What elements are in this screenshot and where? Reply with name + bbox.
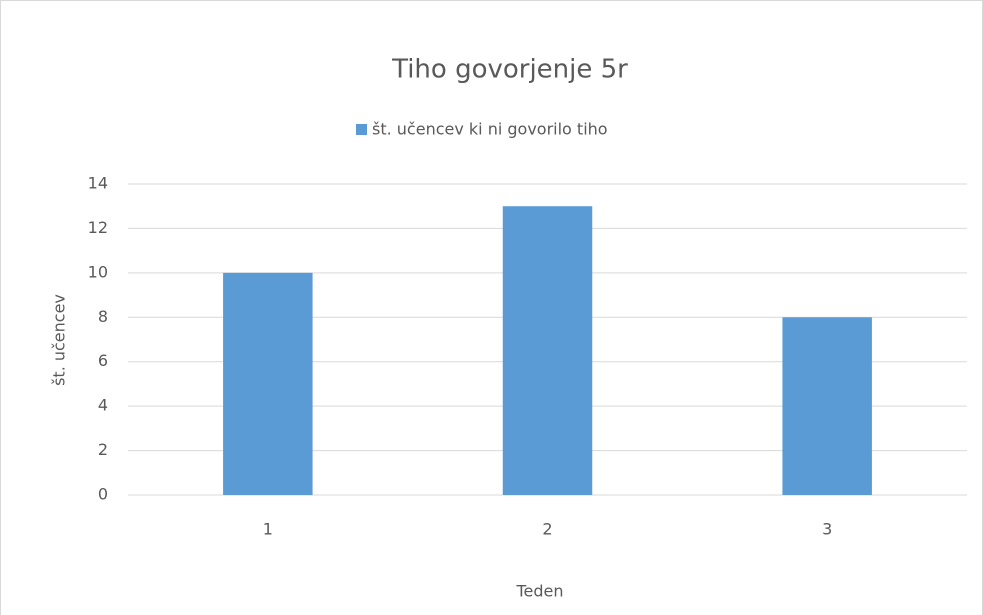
y-tick-label: 10 [88,262,108,281]
chart-title: Tiho govorjenje 5r [391,55,628,85]
x-tick-label: 1 [263,520,273,539]
y-tick-label: 6 [98,351,108,370]
legend-label: št. učencev ki ni govorilo tiho [372,120,608,139]
y-tick-label: 0 [98,485,108,504]
y-tick-label: 2 [98,440,108,459]
x-tick-label: 2 [542,520,552,539]
bar [782,317,872,495]
bar [502,206,593,495]
y-axis-label: št. učencev [50,294,69,386]
x-tick-label: 3 [822,520,832,539]
y-tick-label: 14 [88,174,108,193]
y-tick-label: 12 [88,218,108,237]
legend-swatch [356,124,367,135]
y-tick-label: 4 [98,396,108,415]
x-axis-label: Teden [515,582,563,601]
y-tick-label: 8 [98,307,108,326]
bar [223,272,313,495]
